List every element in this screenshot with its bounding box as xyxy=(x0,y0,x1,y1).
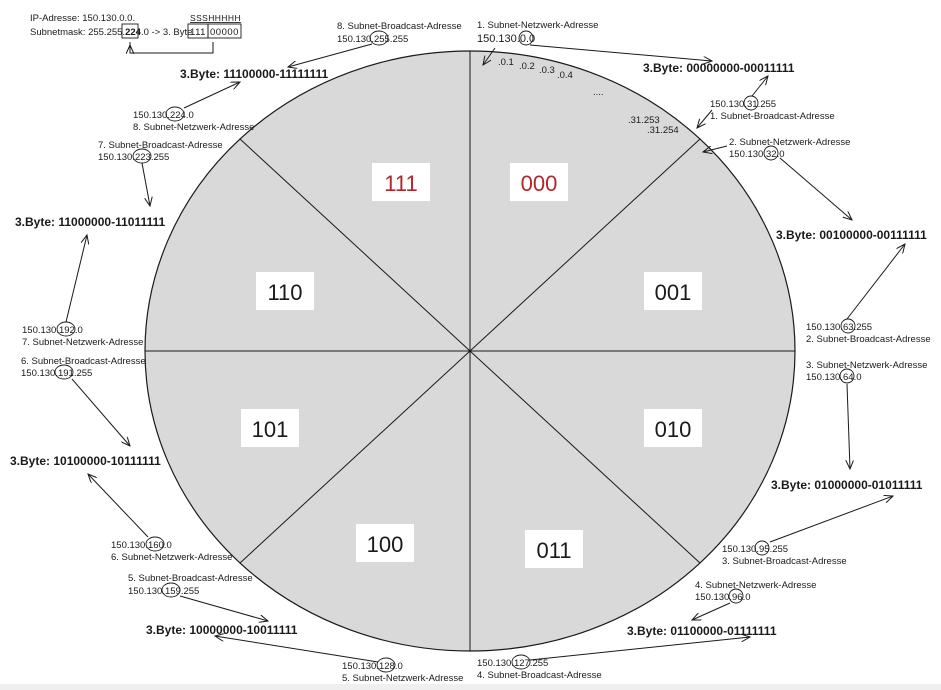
segment-010: 010 xyxy=(644,409,702,447)
svg-text:2. Subnet-Netzwerk-Adresse: 2. Subnet-Netzwerk-Adresse xyxy=(729,137,850,148)
subnet-mask: Subnetmask: 255.255.224.0 -> 3. Byte xyxy=(30,27,192,38)
segment-label: 000 xyxy=(521,171,558,196)
segment-000: 000 xyxy=(510,163,568,201)
svg-text:150.130.192.0: 150.130.192.0 xyxy=(22,325,83,336)
subnet-4-broadcast: 150.130.127.255 4. Subnet-Broadcast-Adre… xyxy=(477,654,602,681)
subnet-1-broadcast: 150.130.31.255 1. Subnet-Broadcast-Adres… xyxy=(710,95,835,122)
segment-100: 100 xyxy=(356,524,414,562)
svg-text:1. Subnet-Broadcast-Adresse: 1. Subnet-Broadcast-Adresse xyxy=(710,111,835,122)
divider-diagonal-b xyxy=(239,138,701,564)
subnet-5-broadcast: 5. Subnet-Broadcast-Adresse 150.130.159.… xyxy=(128,573,253,598)
svg-text:150.130.127.255: 150.130.127.255 xyxy=(477,658,548,669)
svg-text:.31.254: .31.254 xyxy=(647,125,679,136)
byte-range-5: 3.Byte: 10000000-10011111 xyxy=(146,623,298,637)
segment-001: 001 xyxy=(644,272,702,310)
svg-text:150.130.63.255: 150.130.63.255 xyxy=(806,322,872,333)
segment-101: 101 xyxy=(241,409,299,447)
svg-text:8. Subnet-Broadcast-Adresse: 8. Subnet-Broadcast-Adresse xyxy=(337,21,462,32)
ip-address: IP-Adresse: 150.130.0.0. xyxy=(30,13,135,24)
subnet-7-broadcast: 7. Subnet-Broadcast-Adresse 150.130.223.… xyxy=(98,140,223,164)
subnet-8-broadcast: 8. Subnet-Broadcast-Adresse 150.130.255.… xyxy=(337,21,462,46)
svg-text:3. Subnet-Netzwerk-Adresse: 3. Subnet-Netzwerk-Adresse xyxy=(806,360,927,371)
subnet-1-network: 1. Subnet-Netzwerk-Adresse 150.130.0.0 xyxy=(477,20,598,46)
svg-text:150.130.96.0: 150.130.96.0 xyxy=(695,592,751,603)
svg-text:150.130.0.0: 150.130.0.0 xyxy=(477,33,535,45)
subnet-5-network: 150.130.128.0 5. Subnet-Netzwerk-Adresse xyxy=(342,657,463,684)
byte-range-8: 3.Byte: 11100000-11111111 xyxy=(180,67,328,81)
svg-text:.0.4: .0.4 xyxy=(557,70,573,81)
svg-text:150.130.224.0: 150.130.224.0 xyxy=(133,110,194,121)
subnet-6-network: 150.130.160.0 6. Subnet-Netzwerk-Adresse xyxy=(111,536,232,563)
svg-text:6. Subnet-Netzwerk-Adresse: 6. Subnet-Netzwerk-Adresse xyxy=(111,552,232,563)
byte-range-3: 3.Byte: 01000000-01011111 xyxy=(771,478,923,492)
svg-text:....: .... xyxy=(593,87,604,98)
svg-text:4. Subnet-Netzwerk-Adresse: 4. Subnet-Netzwerk-Adresse xyxy=(695,580,816,591)
svg-text:150.130.160.0: 150.130.160.0 xyxy=(111,540,172,551)
svg-text:150.130.128.0: 150.130.128.0 xyxy=(342,661,403,672)
svg-text:150.130.255.255: 150.130.255.255 xyxy=(337,34,408,45)
subnet-4-network: 4. Subnet-Netzwerk-Adresse 150.130.96.0 xyxy=(695,580,816,604)
subnet-2-network: 2. Subnet-Netzwerk-Adresse 150.130.32.0 xyxy=(729,137,850,161)
svg-text:5. Subnet-Netzwerk-Adresse: 5. Subnet-Netzwerk-Adresse xyxy=(342,673,463,684)
svg-text:.0.3: .0.3 xyxy=(539,65,555,76)
svg-text:7. Subnet-Broadcast-Adresse: 7. Subnet-Broadcast-Adresse xyxy=(98,140,223,151)
segment-label: 011 xyxy=(536,538,571,563)
mask-bits-host: 00000 xyxy=(210,27,239,38)
host-ticks: .0.1 .0.2 .0.3 .0.4 .... .31.253 .31.254 xyxy=(498,57,679,136)
subnet-3-network: 3. Subnet-Netzwerk-Adresse 150.130.64.0 xyxy=(806,360,927,384)
segment-111: 111 xyxy=(372,163,430,201)
segment-label: 100 xyxy=(367,532,404,557)
svg-text:150.130.31.255: 150.130.31.255 xyxy=(710,99,776,110)
bit-legend: SSSHHHHH xyxy=(190,13,241,23)
mask-bits-box xyxy=(187,23,242,39)
segment-110: 110 xyxy=(256,272,314,310)
byte-range-2: 3.Byte: 00100000-00111111 xyxy=(776,228,927,242)
byte-range-4: 3.Byte: 01100000-01111111 xyxy=(627,624,777,638)
svg-text:.31.253: .31.253 xyxy=(628,115,660,126)
svg-text:2. Subnet-Broadcast-Adresse: 2. Subnet-Broadcast-Adresse xyxy=(806,334,931,345)
mask-bracket xyxy=(129,42,214,54)
svg-text:1. Subnet-Netzwerk-Adresse: 1. Subnet-Netzwerk-Adresse xyxy=(477,20,598,31)
svg-text:150.130.191.255: 150.130.191.255 xyxy=(21,368,92,379)
segment-label: 001 xyxy=(655,280,692,305)
svg-text:150.130.32.0: 150.130.32.0 xyxy=(729,149,785,160)
subnet-8-network: 150.130.224.0 8. Subnet-Netzwerk-Adresse xyxy=(133,106,254,133)
svg-text:8. Subnet-Netzwerk-Adresse: 8. Subnet-Netzwerk-Adresse xyxy=(133,122,254,133)
subnet-6-broadcast: 6. Subnet-Broadcast-Adresse 150.130.191.… xyxy=(21,356,146,380)
svg-text:150.130.64.0: 150.130.64.0 xyxy=(806,372,862,383)
svg-text:150.130.223.255: 150.130.223.255 xyxy=(98,152,169,163)
svg-text:6. Subnet-Broadcast-Adresse: 6. Subnet-Broadcast-Adresse xyxy=(21,356,146,367)
svg-text:4. Subnet-Broadcast-Adresse: 4. Subnet-Broadcast-Adresse xyxy=(477,670,602,681)
bottom-border xyxy=(0,684,941,690)
byte-range-1: 3.Byte: 00000000-00011111 xyxy=(643,61,795,75)
svg-text:7. Subnet-Netzwerk-Adresse: 7. Subnet-Netzwerk-Adresse xyxy=(22,337,143,348)
svg-text:150.130.159.255: 150.130.159.255 xyxy=(128,586,199,597)
subnet-7-network: 150.130.192.0 7. Subnet-Netzwerk-Adresse xyxy=(22,321,143,348)
subnet-2-broadcast: 150.130.63.255 2. Subnet-Broadcast-Adres… xyxy=(806,318,931,345)
header: IP-Adresse: 150.130.0.0. Subnetmask: 255… xyxy=(30,13,242,54)
svg-text:150.130.95.255: 150.130.95.255 xyxy=(722,544,788,555)
svg-text:3. Subnet-Broadcast-Adresse: 3. Subnet-Broadcast-Adresse xyxy=(722,556,847,567)
segment-label: 110 xyxy=(267,280,302,305)
segment-label: 111 xyxy=(384,171,417,196)
segment-011: 011 xyxy=(525,530,583,568)
mask-bold-box xyxy=(121,23,139,39)
svg-text:.0.1: .0.1 xyxy=(498,57,514,68)
segment-label: 010 xyxy=(655,417,692,442)
mask-bits-subnet: 111 xyxy=(190,27,206,38)
svg-text:5. Subnet-Broadcast-Adresse: 5. Subnet-Broadcast-Adresse xyxy=(128,573,253,584)
segment-label: 101 xyxy=(252,417,289,442)
subnet-3-broadcast: 150.130.95.255 3. Subnet-Broadcast-Adres… xyxy=(722,540,847,567)
byte-range-6: 3.Byte: 10100000-10111111 xyxy=(10,454,161,468)
svg-text:.0.2: .0.2 xyxy=(519,61,535,72)
byte-range-7: 3.Byte: 11000000-11011111 xyxy=(15,215,165,229)
